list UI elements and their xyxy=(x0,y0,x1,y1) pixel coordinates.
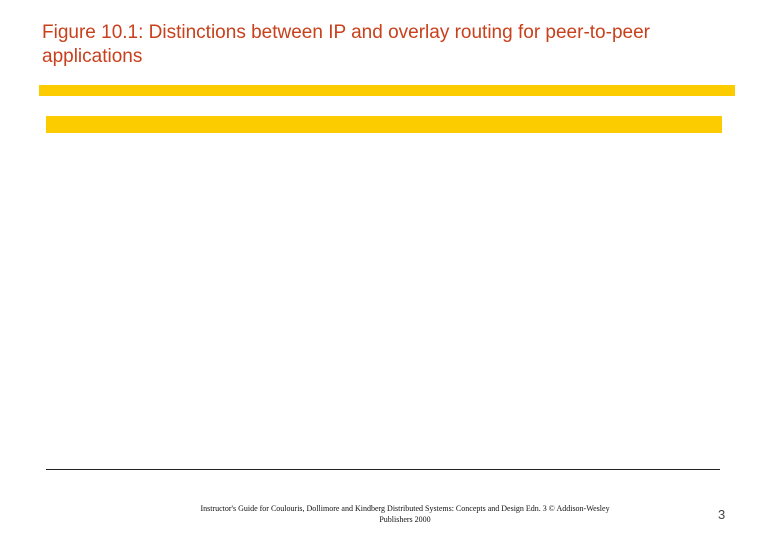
accent-bar-top xyxy=(39,85,735,96)
footer-line-2: Publishers 2000 xyxy=(379,515,431,524)
page-number: 3 xyxy=(718,507,726,522)
footer-divider xyxy=(46,469,720,470)
accent-bar-figure xyxy=(46,116,722,133)
footer-line-1: Instructor's Guide for Coulouris, Dollim… xyxy=(200,504,610,513)
footer-citation: Instructor's Guide for Coulouris, Dollim… xyxy=(180,503,630,525)
slide-title: Figure 10.1: Distinctions between IP and… xyxy=(42,22,650,67)
